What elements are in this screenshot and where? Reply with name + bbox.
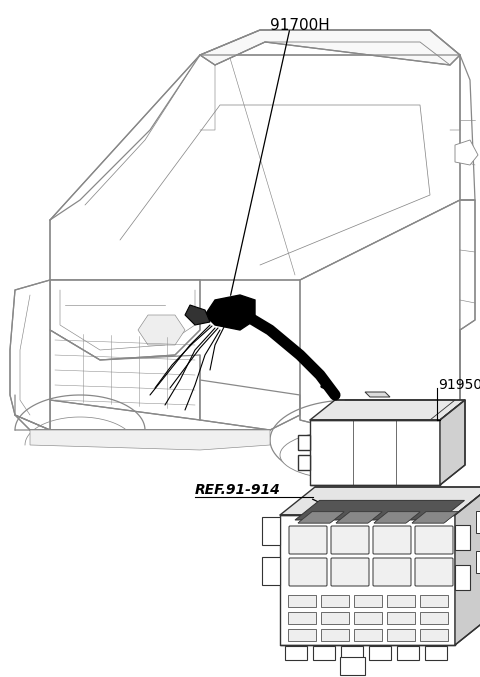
FancyBboxPatch shape xyxy=(289,526,327,554)
Bar xyxy=(341,646,363,660)
Polygon shape xyxy=(455,140,478,165)
Bar xyxy=(369,646,391,660)
Bar xyxy=(387,595,415,607)
Bar xyxy=(455,525,470,550)
Bar xyxy=(321,612,349,624)
Polygon shape xyxy=(336,512,382,523)
Bar xyxy=(354,595,382,607)
Bar xyxy=(420,629,448,641)
Bar xyxy=(476,551,480,573)
Bar xyxy=(285,646,307,660)
Polygon shape xyxy=(310,420,440,485)
FancyBboxPatch shape xyxy=(289,558,327,586)
Text: REF.91-914: REF.91-914 xyxy=(195,483,281,497)
Bar xyxy=(387,612,415,624)
Bar xyxy=(288,595,316,607)
Bar xyxy=(288,612,316,624)
Polygon shape xyxy=(460,200,475,420)
Bar xyxy=(262,557,280,585)
Bar xyxy=(340,657,365,675)
FancyBboxPatch shape xyxy=(331,526,369,554)
Polygon shape xyxy=(30,430,270,450)
Bar xyxy=(476,511,480,533)
Polygon shape xyxy=(298,512,344,523)
Polygon shape xyxy=(10,280,50,430)
Polygon shape xyxy=(365,392,390,397)
Polygon shape xyxy=(440,400,465,485)
Polygon shape xyxy=(374,512,420,523)
Polygon shape xyxy=(300,200,460,440)
Polygon shape xyxy=(138,315,185,345)
Polygon shape xyxy=(455,487,480,645)
Polygon shape xyxy=(200,30,460,65)
Polygon shape xyxy=(15,395,50,430)
Bar xyxy=(455,565,470,590)
Bar xyxy=(420,595,448,607)
Bar xyxy=(425,646,447,660)
Bar xyxy=(397,646,419,660)
Bar xyxy=(420,612,448,624)
FancyBboxPatch shape xyxy=(415,558,453,586)
Polygon shape xyxy=(298,512,344,523)
Polygon shape xyxy=(412,512,458,523)
FancyBboxPatch shape xyxy=(331,558,369,586)
Bar xyxy=(262,517,280,545)
Bar xyxy=(288,629,316,641)
FancyBboxPatch shape xyxy=(373,558,411,586)
Polygon shape xyxy=(374,512,420,523)
Polygon shape xyxy=(298,512,344,523)
Bar xyxy=(354,629,382,641)
Polygon shape xyxy=(50,55,460,280)
Bar xyxy=(354,612,382,624)
Polygon shape xyxy=(412,512,458,523)
Polygon shape xyxy=(310,400,465,420)
Bar xyxy=(313,646,335,660)
Polygon shape xyxy=(336,512,382,523)
Polygon shape xyxy=(298,435,310,450)
Polygon shape xyxy=(200,380,300,430)
Polygon shape xyxy=(295,500,465,520)
FancyBboxPatch shape xyxy=(373,526,411,554)
FancyBboxPatch shape xyxy=(415,526,453,554)
Bar xyxy=(321,629,349,641)
Text: 91700H: 91700H xyxy=(270,18,330,33)
Polygon shape xyxy=(185,305,210,325)
Polygon shape xyxy=(374,512,420,523)
Ellipse shape xyxy=(280,430,420,480)
Polygon shape xyxy=(50,280,200,360)
Bar xyxy=(321,595,349,607)
Polygon shape xyxy=(280,515,455,645)
Polygon shape xyxy=(50,330,200,420)
Polygon shape xyxy=(205,295,255,330)
Bar xyxy=(387,629,415,641)
Polygon shape xyxy=(412,512,458,523)
Polygon shape xyxy=(336,512,382,523)
Polygon shape xyxy=(298,455,310,470)
Text: 91950E: 91950E xyxy=(438,378,480,392)
Polygon shape xyxy=(280,487,480,515)
